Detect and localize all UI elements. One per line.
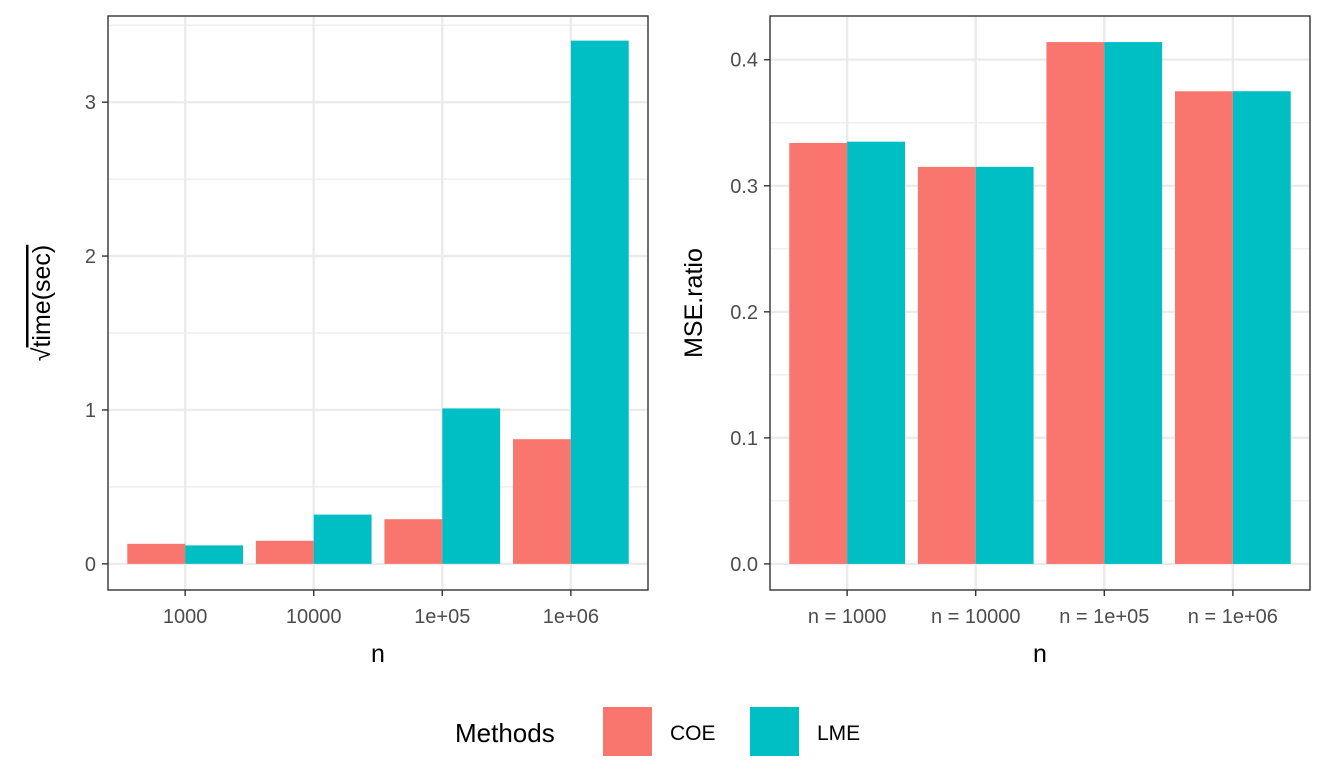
x-tick-label: n = 1000 bbox=[808, 606, 886, 628]
y-axis-title: MSE.ratio bbox=[680, 248, 708, 358]
legend-label-coe: COE bbox=[670, 722, 716, 745]
legend: Methods COE LME bbox=[455, 707, 860, 756]
bar-coe-0 bbox=[127, 543, 186, 564]
legend-swatch-coe bbox=[603, 707, 652, 756]
bar-coe-3 bbox=[513, 439, 571, 564]
bar-coe-3 bbox=[1175, 91, 1233, 564]
x-tick-label: 1e+06 bbox=[543, 606, 599, 628]
y-tick-label: 0.2 bbox=[730, 302, 758, 324]
y-tick-label: 0.3 bbox=[730, 176, 758, 198]
bar-coe-0 bbox=[789, 142, 848, 564]
x-tick-label: 10000 bbox=[286, 606, 342, 628]
bar-coe-2 bbox=[384, 519, 443, 564]
y-tick-label: 0.4 bbox=[730, 50, 758, 72]
x-tick-label: n = 1e+06 bbox=[1188, 606, 1278, 628]
x-tick-label: 1000 bbox=[163, 606, 208, 628]
y-tick-label: 0.0 bbox=[730, 554, 758, 576]
panel-border bbox=[107, 15, 649, 591]
chart-mse-ratio: 0.0 0.1 0.2 0.3 0.4 n = 1000 n = 10000 n = 1e+0… bbox=[680, 15, 1311, 668]
x-axis-title: n bbox=[371, 640, 385, 668]
y-tick-label: 2 bbox=[85, 246, 96, 268]
y-tick-label: 3 bbox=[85, 92, 96, 114]
y-tick-label: 0.1 bbox=[730, 428, 758, 450]
panel-border bbox=[769, 15, 1311, 591]
bar-lme-1 bbox=[313, 514, 372, 564]
x-tick-label: n = 1e+05 bbox=[1059, 606, 1149, 628]
y-tick-label: 1 bbox=[85, 400, 96, 422]
bar-lme-3 bbox=[570, 40, 629, 564]
y-tick-label: 0 bbox=[85, 554, 96, 576]
legend-label-lme: LME bbox=[817, 722, 860, 745]
y-axis-title-sqrt-symbol: √ bbox=[28, 347, 56, 361]
bar-lme-0 bbox=[185, 545, 243, 564]
x-tick-label: 1e+05 bbox=[414, 606, 470, 628]
x-axis-title: n bbox=[1033, 640, 1047, 668]
bar-lme-2 bbox=[1104, 42, 1163, 564]
bar-coe-1 bbox=[255, 540, 314, 564]
x-tick-label: n = 10000 bbox=[931, 606, 1021, 628]
legend-swatch-lme bbox=[750, 707, 799, 756]
bar-lme-0 bbox=[847, 141, 905, 564]
bar-coe-1 bbox=[917, 166, 976, 564]
bar-lme-3 bbox=[1232, 91, 1291, 564]
y-axis-title: √time(sec) bbox=[28, 245, 56, 362]
bar-coe-2 bbox=[1046, 42, 1105, 564]
chart-time: 0 1 2 3 1000 10000 1e+05 1e+06 n √time(sec) bbox=[28, 15, 649, 668]
bar-lme-1 bbox=[975, 166, 1034, 564]
y-axis-title-radicand: time(sec) bbox=[28, 245, 56, 348]
legend-title: Methods bbox=[455, 718, 555, 748]
bar-lme-2 bbox=[442, 408, 501, 564]
